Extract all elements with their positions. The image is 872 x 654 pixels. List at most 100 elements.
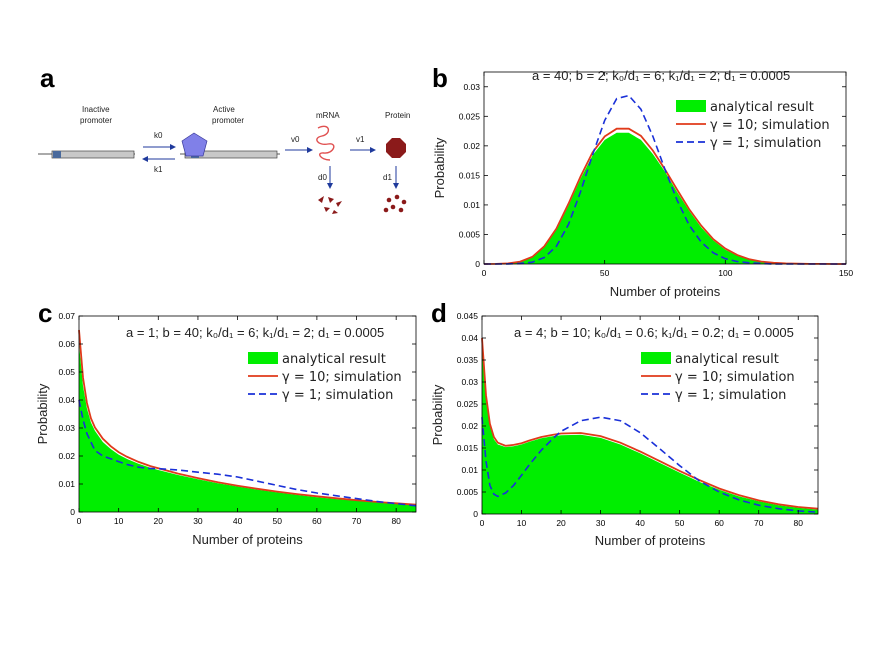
x-tick-label: 30: [596, 518, 606, 528]
k1-label: k1: [154, 165, 163, 174]
legend-swatch-analytical: [248, 352, 278, 364]
y-tick-label: 0.045: [457, 311, 479, 321]
legend-entry-label: analytical result: [282, 352, 386, 367]
y-tick-label: 0.03: [461, 377, 478, 387]
y-tick-label: 0.02: [58, 451, 75, 461]
v0-label: v0: [291, 135, 300, 144]
inactive-promoter-label-1: Inactive: [82, 105, 110, 114]
panel-label-b: b: [432, 63, 448, 93]
active-promoter: Active promoter: [180, 105, 280, 159]
x-tick-label: 20: [154, 516, 164, 526]
legend-entry-label: γ = 10; simulation: [282, 370, 402, 385]
series-analytical-area: [484, 132, 846, 264]
y-tick-label: 0.03: [58, 423, 75, 433]
legend-entry-label: γ = 1; simulation: [282, 388, 393, 403]
mrna-fragments-icon: [318, 196, 342, 214]
y-axis-label: Probability: [35, 383, 50, 444]
x-tick-label: 50: [273, 516, 283, 526]
series-gamma1-line: [78, 399, 417, 507]
y-tick-label: 0.03: [463, 82, 480, 92]
y-tick-label: 0.025: [459, 111, 481, 121]
y-axis-label: Probability: [432, 137, 447, 198]
y-tick-label: 0.005: [459, 229, 481, 239]
y-tick-label: 0.02: [463, 141, 480, 151]
legend-entry-label: γ = 1; simulation: [675, 388, 786, 403]
plot-frame: [483, 71, 847, 265]
inactive-promoter-label-2: promoter: [80, 116, 112, 125]
y-tick-label: 0.035: [457, 355, 479, 365]
x-tick-label: 40: [635, 518, 645, 528]
legend-entry-label: γ = 10; simulation: [710, 118, 830, 133]
y-tick-label: 0.05: [58, 367, 75, 377]
d0-label: d0: [318, 173, 327, 182]
x-tick-label: 80: [391, 516, 401, 526]
panel-label-c: c: [38, 298, 52, 328]
legend-entry-label: analytical result: [710, 100, 814, 115]
y-tick-label: 0.01: [463, 200, 480, 210]
mrna-label: mRNA: [316, 111, 340, 120]
x-tick-label: 80: [794, 518, 804, 528]
parameter-text: a = 4; b = 10; k₀/d₁ = 0.6; k₁/d₁ = 0.2;…: [514, 325, 794, 340]
x-tick-label: 60: [312, 516, 322, 526]
y-tick-label: 0.07: [58, 311, 75, 321]
legend-entry-label: γ = 10; simulation: [675, 370, 795, 385]
protein-label: Protein: [385, 111, 410, 120]
x-tick-label: 70: [754, 518, 764, 528]
x-tick-label: 0: [77, 516, 82, 526]
chart-panel-c: 0 10 20 30 40 50 60 70 80 0 0.01 0.02 0.03 0.04 0.05 0.…: [35, 311, 417, 547]
y-tick-label: 0.06: [58, 339, 75, 349]
x-tick-label: 10: [517, 518, 527, 528]
x-axis-label: Number of proteins: [595, 533, 706, 548]
series-gamma10-line: [481, 337, 819, 510]
x-tick-label: 60: [714, 518, 724, 528]
y-tick-label: 0.02: [461, 421, 478, 431]
mrna-squiggle-icon: [316, 125, 335, 161]
x-tick-label: 150: [839, 268, 853, 278]
binding-site: [53, 151, 61, 158]
k0-label: k0: [154, 131, 163, 140]
activator-pentagon-icon: [181, 132, 208, 157]
x-axis-label: Number of proteins: [192, 532, 303, 547]
x-tick-label: 50: [675, 518, 685, 528]
y-tick-label: 0: [475, 259, 480, 269]
protein-octagon-icon: [386, 138, 406, 158]
x-tick-label: 100: [718, 268, 732, 278]
panel-label-d: d: [431, 298, 447, 328]
series-gamma1-line: [484, 94, 846, 265]
series-analytical-area: [482, 346, 818, 514]
x-axis-label: Number of proteins: [610, 284, 721, 299]
y-tick-label: 0.04: [461, 333, 478, 343]
chart-panel-d: 0 10 20 30 40 50 60 70 80 0 0.005 0.01 0.015 0.02 0.02…: [430, 311, 819, 548]
y-tick-label: 0.025: [457, 399, 479, 409]
plot-frame: [481, 315, 819, 515]
y-tick-label: 0.04: [58, 395, 75, 405]
legend-swatch-analytical: [676, 100, 706, 112]
series-analytical-area: [79, 344, 416, 512]
chart-panel-b: 0 50 100 150 0 0.005 0.01 0.015 0.02 0.025 0.03 Num…: [432, 68, 853, 299]
y-tick-label: 0: [70, 507, 75, 517]
y-tick-label: 0.01: [461, 465, 478, 475]
active-promoter-label-2: promoter: [212, 116, 244, 125]
active-promoter-label-1: Active: [213, 105, 235, 114]
plot-frame: [78, 315, 417, 513]
series-gamma1-line: [481, 416, 819, 513]
y-tick-label: 0.015: [459, 170, 481, 180]
series-gamma10-line: [78, 329, 417, 506]
inactive-promoter: Inactive promoter: [38, 105, 135, 159]
protein-fragments-icon: [383, 194, 407, 213]
legend-swatch-analytical: [641, 352, 671, 364]
y-tick-label: 0.01: [58, 479, 75, 489]
legend-entry-label: γ = 1; simulation: [710, 136, 821, 151]
x-tick-label: 50: [600, 268, 610, 278]
y-tick-label: 0: [473, 509, 478, 519]
x-tick-label: 30: [193, 516, 203, 526]
panel-label-a: a: [40, 63, 55, 93]
legend-entry-label: analytical result: [675, 352, 779, 367]
y-axis-label: Probability: [430, 384, 445, 445]
parameter-text: a = 40; b = 2; k₀/d₁ = 6; k₁/d₁ = 2; d₁ …: [532, 68, 790, 83]
v1-label: v1: [356, 135, 365, 144]
diagram-panel-a: Inactive promoter k0 k1 Active promoter …: [38, 105, 410, 214]
x-tick-label: 20: [556, 518, 566, 528]
y-tick-label: 0.015: [457, 443, 479, 453]
